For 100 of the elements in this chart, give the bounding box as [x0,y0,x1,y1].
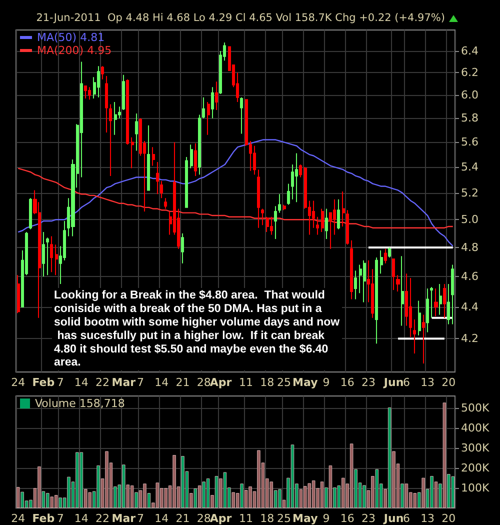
candlestick [337,198,340,230]
candlestick [434,288,438,317]
x-tick-label: 11 [239,376,254,389]
y-tick-label: 6.4 [461,44,478,58]
bar [194,488,198,508]
candlestick [152,146,155,166]
x-tick-label: Mar [112,512,136,525]
candlestick [17,274,20,314]
candlestick [42,232,45,278]
x-tick-label: 22 [96,512,110,525]
legend-label: Volume 158,718 [35,397,125,410]
candlestick [388,246,391,258]
candlestick [401,256,404,326]
y-tick-label: 300K [461,442,490,454]
candlestick [321,208,324,233]
candlestick [439,284,442,316]
candlestick [363,260,366,303]
bar [122,464,126,508]
x-tick-label: 13 [420,512,435,525]
x-tick-label: 20 [442,512,456,525]
y-tick-label: 5.0 [461,213,478,226]
candlestick [156,162,159,195]
candlestick [396,274,400,292]
candlestick [299,164,302,178]
bar [156,482,160,508]
y-tick-label: 4.4 [461,300,478,314]
x-tick-label: 21 [176,512,190,525]
bar [413,493,417,508]
x-tick-label: 13 [420,376,435,389]
bar [16,487,20,508]
x-tick-label: Jun [382,512,404,525]
chart-subtitle: 21-Jun-2011 Op 4.48 Hi 4.68 Lo 4.29 Cl 4.65 Vol 158.7K Chg +0.22 (+4.97%) [36,12,445,24]
bar [105,451,108,508]
candlestick [181,232,184,264]
bar [223,472,227,508]
candlestick [266,216,269,233]
candlestick [114,101,117,136]
candlestick [46,237,49,276]
x-tick-label: 16 [340,376,354,389]
x-tick-label: Apr [210,376,232,389]
candlestick [97,66,100,98]
candlestick [287,183,290,206]
bar [50,496,54,508]
candlestick [257,169,260,228]
x-tick-label: 28 [196,376,211,389]
candlestick [270,216,273,236]
bar [290,444,294,508]
x-tick-label: 7 [137,512,144,525]
candlestick [451,264,454,325]
x-tick-label: Feb [32,512,55,525]
x-tick-label: 11 [239,512,254,525]
candlestick [194,142,197,176]
candlestick [147,124,150,191]
candlestick [261,208,264,226]
candlestick [380,250,383,274]
candlestick [350,240,353,300]
bar [375,469,379,508]
candlestick [185,156,188,208]
candlestick [105,76,108,134]
x-tick-label: Mar [112,376,136,389]
bar [312,480,316,508]
x-tick-label: 28 [196,512,211,525]
candlestick [342,191,345,227]
y-tick-label: 6.0 [461,88,478,102]
bar [67,476,70,508]
x-tick-label: 24 [11,376,26,389]
candlestick [122,74,125,111]
candlestick [430,286,433,318]
candlestick [109,104,112,176]
candlestick [316,216,319,236]
candlestick [392,258,395,291]
candlestick [198,114,201,176]
bar [206,478,210,508]
candlestick [325,208,328,240]
bar [404,484,408,508]
y-tick-label: 4.2 [461,332,478,346]
x-tick-label: Apr [210,512,232,525]
x-tick-label: 7 [137,376,144,389]
bar [80,452,84,508]
bar [54,495,58,508]
y-tick-label: 4.8 [461,240,478,254]
candlestick [346,210,349,246]
bar [442,402,446,508]
x-tick-label: 21 [176,376,190,389]
annotation: Looking for a Break in the $4.80 area. That would coniside with a break of the 50 DMA. Has put in a solid bootm with some higher volume days and now has sucesfully put in a higher low. If it can break 4.80 it should test $5.50 and maybe even the $6.40 area. [54,290,340,369]
y-tick-label: 5.2 [461,186,478,200]
candlestick [354,270,357,300]
x-tick-label: 7 [56,512,64,525]
bar [181,456,184,508]
candlestick [240,96,243,134]
x-tick-label: 24 [11,512,26,525]
x-tick-label: 25 [277,512,292,525]
x-tick-label: 14 [154,512,169,525]
candlestick [283,204,286,211]
y-tick-label: 5.4 [461,160,478,174]
y-tick-label: 6.2 [461,66,478,80]
line-series [18,139,454,247]
bar [172,455,176,508]
y-tick-label: 500K [461,402,490,414]
x-tick-label: 14 [74,512,88,525]
